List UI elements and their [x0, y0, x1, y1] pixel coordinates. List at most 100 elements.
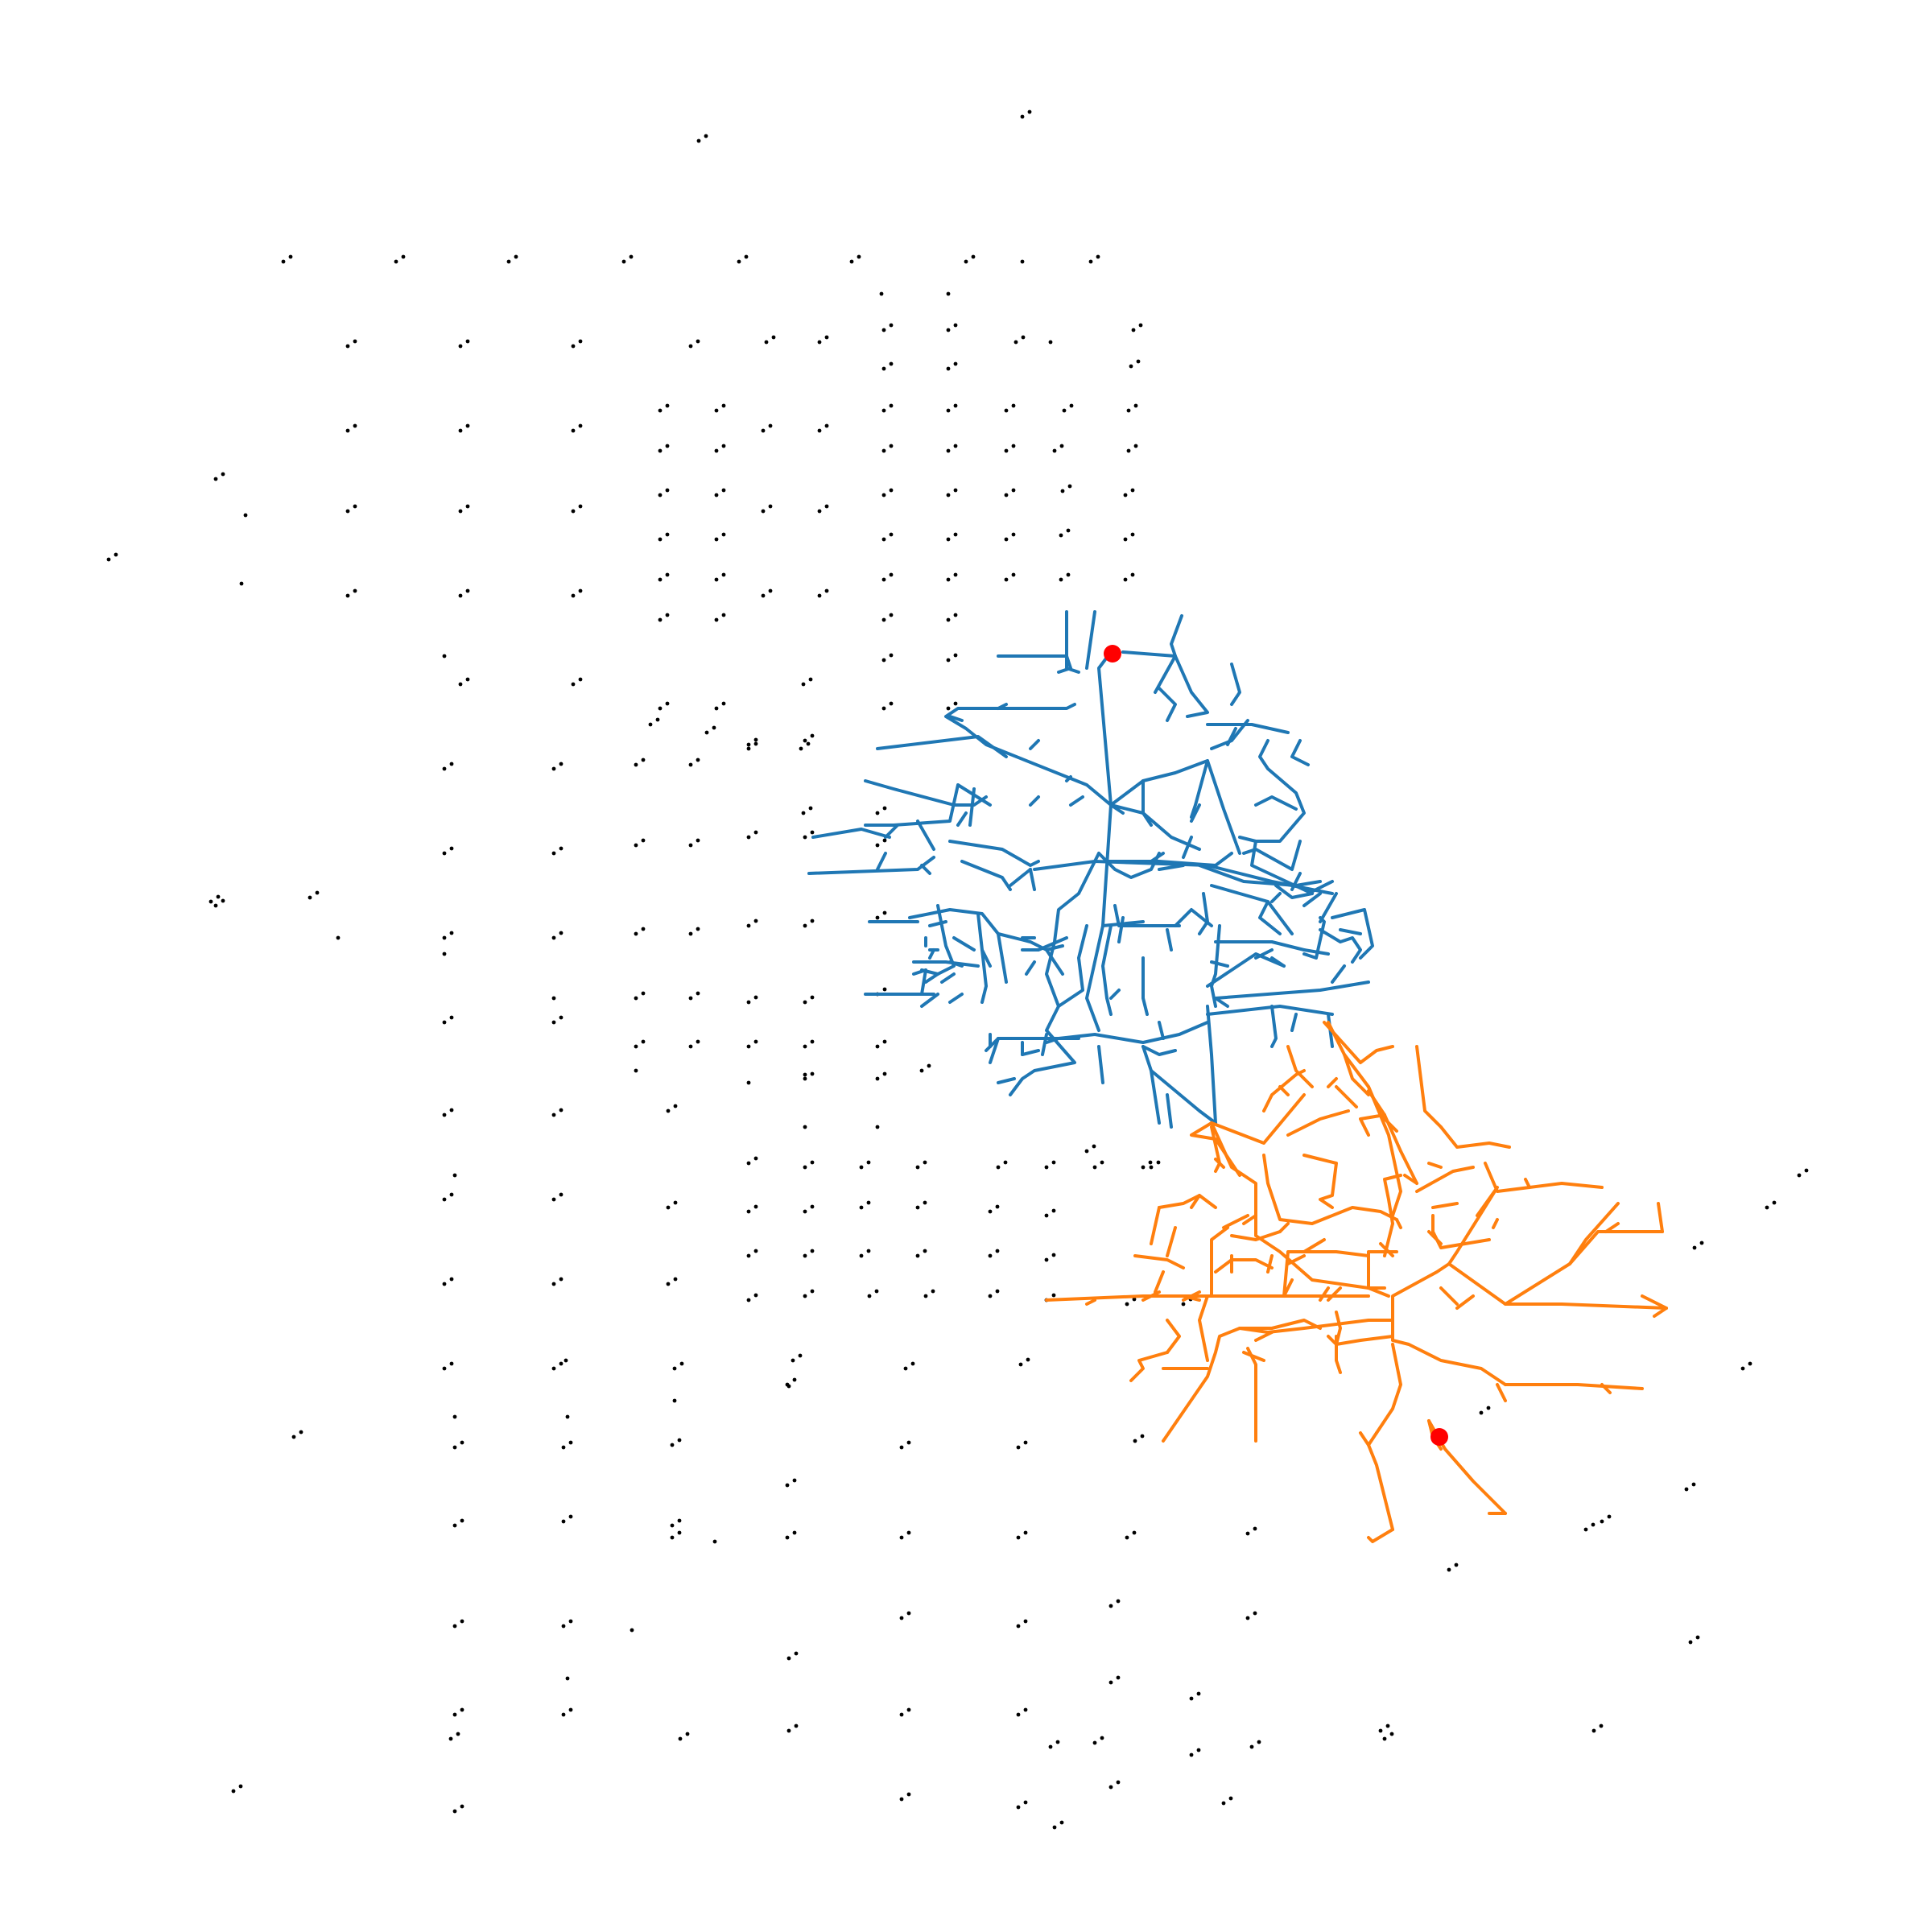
node-dot	[1772, 1200, 1777, 1205]
node-dot	[449, 1015, 454, 1020]
blue-tree-edge	[997, 703, 1008, 710]
node-dot	[792, 1377, 797, 1382]
node-dot	[946, 493, 951, 497]
node-dot	[559, 846, 564, 851]
node-dot	[803, 1125, 807, 1129]
blue-tree-edge	[1141, 1045, 1177, 1056]
node-dot	[1048, 1744, 1053, 1749]
node-dot	[1011, 403, 1016, 408]
orange-tree-edge	[1395, 1218, 1402, 1229]
node-dot	[561, 1445, 566, 1450]
node-dot	[1378, 1728, 1383, 1733]
node-dot	[874, 1289, 879, 1294]
node-dot	[243, 513, 248, 518]
node-dot	[746, 1253, 751, 1258]
blue-tree-edge	[811, 828, 891, 839]
node-dot	[785, 1483, 790, 1488]
node-dot	[688, 843, 693, 848]
node-dot	[571, 593, 576, 598]
blue-tree-edge	[948, 840, 1040, 867]
node-dot	[1023, 1800, 1028, 1805]
node-dot	[881, 493, 886, 497]
orange-tree-edge	[1504, 1383, 1644, 1390]
node-dot	[817, 428, 822, 433]
node-dot	[995, 1204, 1000, 1209]
orange-tree-edge	[1367, 1085, 1402, 1217]
blue-tree-edge	[1238, 836, 1257, 843]
node-dot	[1695, 1635, 1700, 1640]
node-dot	[1181, 1302, 1186, 1307]
blue-tree-edge	[924, 904, 956, 984]
orange-tree-edge	[1657, 1202, 1664, 1233]
node-dot	[1011, 488, 1016, 493]
node-dot	[953, 361, 958, 366]
orange-tree-edge	[1367, 1528, 1394, 1543]
node-dot	[448, 1736, 453, 1741]
root-marker-blue	[1104, 645, 1121, 663]
node-dot	[798, 1353, 803, 1358]
node-dot	[1059, 577, 1063, 582]
node-dot	[881, 366, 886, 371]
node-dot	[688, 996, 693, 1001]
node-dot	[688, 931, 693, 936]
node-dot	[565, 1676, 570, 1681]
node-dot	[964, 259, 968, 264]
orange-tree-edge	[1568, 1230, 1664, 1265]
node-dot	[794, 1724, 799, 1728]
node-dot	[746, 923, 751, 928]
orange-tree-edge	[1045, 1294, 1370, 1302]
node-dot	[946, 658, 951, 663]
blue-tree-edge	[1009, 868, 1032, 887]
node-dot	[803, 1000, 807, 1005]
node-dot	[452, 1445, 457, 1450]
node-dot	[714, 617, 719, 622]
node-dot	[559, 1108, 564, 1113]
node-dot	[1591, 1522, 1596, 1527]
blue-tree-edge	[1302, 892, 1322, 907]
node-dot	[578, 677, 583, 682]
node-dot	[882, 987, 887, 992]
node-dot	[946, 366, 951, 371]
node-dot	[1253, 1611, 1257, 1616]
node-dot	[714, 493, 719, 497]
node-dot	[458, 509, 463, 514]
node-dot	[571, 509, 576, 514]
node-dot	[746, 1161, 751, 1166]
node-dot	[721, 444, 726, 448]
blue-tree-edge	[1214, 940, 1306, 952]
orange-tree-edge	[1447, 1262, 1668, 1310]
blue-tree-edge	[1158, 1021, 1165, 1040]
node-dot	[712, 1539, 717, 1544]
node-dot	[568, 1440, 573, 1445]
blue-tree-edge	[1158, 864, 1185, 871]
node-dot	[1257, 1740, 1261, 1744]
node-dot	[634, 1068, 638, 1073]
node-dot	[903, 1366, 908, 1371]
node-dot	[1011, 532, 1016, 537]
node-dot	[746, 1209, 751, 1214]
blue-tree-edge	[920, 968, 927, 996]
node-dot	[561, 1519, 566, 1524]
node-dot	[1052, 1825, 1057, 1830]
node-dot	[881, 577, 886, 582]
node-dot	[634, 996, 638, 1001]
blue-tree-edge	[980, 948, 992, 968]
node-dot	[1116, 1675, 1121, 1680]
blue-tree-layer	[807, 610, 1374, 1129]
node-dot	[746, 746, 751, 751]
node-dot	[923, 1294, 928, 1298]
blue-tree-edge	[940, 972, 956, 984]
node-dot	[465, 504, 470, 509]
blue-tree-edge	[1029, 868, 1036, 891]
node-dot	[803, 835, 807, 840]
node-dot	[786, 1384, 791, 1389]
orange-tree-edge	[1282, 1250, 1370, 1298]
node-dot	[761, 428, 766, 433]
node-dot	[665, 403, 670, 408]
node-dot	[1765, 1205, 1769, 1210]
node-dot	[1130, 572, 1135, 577]
node-dot	[899, 1616, 904, 1620]
blue-tree-edge	[1141, 1045, 1217, 1125]
node-dot	[915, 1253, 920, 1258]
node-dot	[1740, 1366, 1745, 1371]
